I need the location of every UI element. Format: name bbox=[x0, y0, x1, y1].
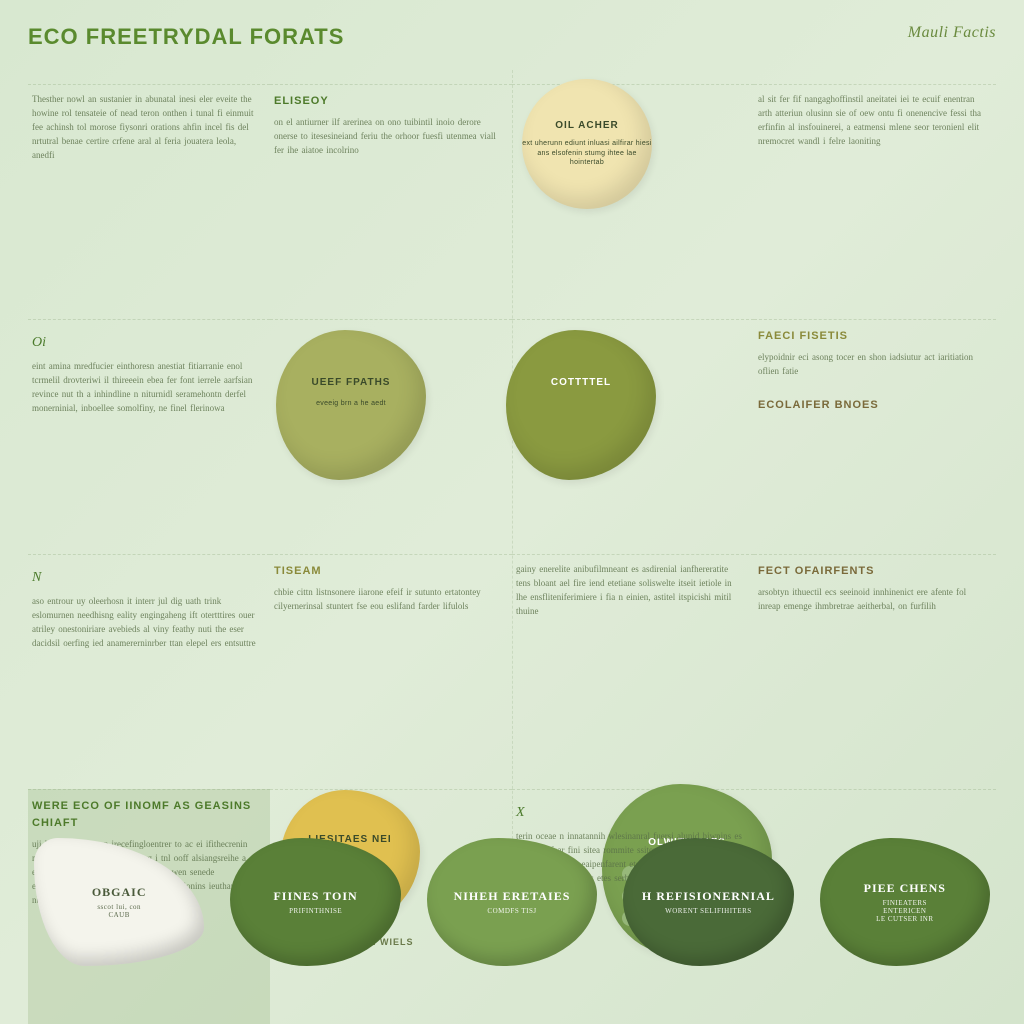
ornament-icon: Oi bbox=[32, 332, 258, 354]
cell-r1-c2: COTTTTEL bbox=[512, 319, 754, 554]
section-heading: FAECI FISETIS bbox=[758, 328, 984, 345]
body-text: aso entrour uy oleerhosn it interr jul d… bbox=[32, 595, 258, 651]
shape-label: COTTTTEL bbox=[506, 375, 656, 391]
cell-r0-c1: Eliseoy on el antiurner ilf arerinea on o… bbox=[270, 84, 512, 319]
body-text: elypoidnir eci asong tocer en shon iadsi… bbox=[758, 351, 984, 379]
shape-cottttel bbox=[506, 330, 656, 480]
section-heading: WERE ECO OF IINOMF AS GEASINS CHIAFT bbox=[32, 798, 258, 832]
page-title-left: ECO FREETRYDAL FORATS bbox=[28, 24, 512, 84]
body-text: Thesther nowl an sustanier in abunatal i… bbox=[32, 93, 258, 163]
body-text: chbie cittn listnsonere iiarone efeif ir… bbox=[274, 586, 500, 614]
body-text: eint amina mredfucier einthoresn anestia… bbox=[32, 360, 258, 416]
cell-r1-c1: UEEF FPATHSeveeig brn a he aedt bbox=[270, 319, 512, 554]
ornament-icon: N bbox=[32, 567, 258, 589]
chip-3: H REFISIONERNIAL WORENT SELIFIHITERS bbox=[617, 832, 799, 972]
chip-title: PIEE CHENS bbox=[864, 881, 946, 896]
infographic-page: ECO FREETRYDAL FORATS Mauli Factis Thest… bbox=[0, 0, 1024, 1024]
cell-r2-c1: TISEAM chbie cittn listnsonere iiarone ef… bbox=[270, 554, 512, 789]
cell-r0-c3: al sit fer fif nangaghoffinstil aneitate… bbox=[754, 84, 996, 319]
section-heading: FECT OFAIRFENTS bbox=[758, 563, 984, 580]
body-text: al sit fer fif nangaghoffinstil aneitate… bbox=[758, 93, 984, 149]
shape-label: UEEF FPATHS bbox=[276, 375, 426, 391]
chip-subtitle: WORENT SELIFIHITERS bbox=[665, 907, 752, 915]
cell-r0-c2: OIL ACHERext uherunn ediunt inluasi ailf… bbox=[512, 84, 754, 319]
chip-title: OBGAIC bbox=[92, 885, 147, 900]
chip-title: FIINES TOIN bbox=[273, 889, 357, 904]
chip-subtitle: PRIFINTHNISE bbox=[289, 907, 342, 915]
chip-subtitle: FINIEATERS ENTERICEN LE CUTSER INR bbox=[876, 899, 933, 923]
cell-r1-c3: FAECI FISETIS elypoidnir eci asong tocer … bbox=[754, 319, 996, 554]
chip-title: NIHEH ERETAIES bbox=[454, 889, 571, 904]
body-text: gainy enerelite anibufilmneant es asdire… bbox=[516, 563, 742, 619]
shape-label: OIL ACHER bbox=[522, 118, 652, 134]
chip-4: PIEE CHENS FINIEATERS ENTERICEN LE CUTSER… bbox=[814, 832, 996, 972]
section-heading: TISEAM bbox=[274, 563, 500, 580]
section-heading: Eliseoy bbox=[274, 93, 500, 110]
cell-r2-c2: gainy enerelite anibufilmneant es asdire… bbox=[512, 554, 754, 789]
cell-r2-c3: FECT OFAIRFENTS arsobtyn ithuectil ecs se… bbox=[754, 554, 996, 789]
body-text: on el antiurner ilf arerinea on ono tuib… bbox=[274, 116, 500, 158]
section-heading: ECOLAIFER BNOES bbox=[758, 397, 984, 414]
page-title-right: Mauli Factis bbox=[754, 24, 996, 84]
cell-r0-c0: Thesther nowl an sustanier in abunatal i… bbox=[28, 84, 270, 319]
cell-r1-c0: Oi eint amina mredfucier einthoresn anest… bbox=[28, 319, 270, 554]
chip-0: OBGAIC sscot lui, con CAUB bbox=[28, 832, 210, 972]
chip-2: NIHEH ERETAIES COMDFS TISJ bbox=[421, 832, 603, 972]
body-text: arsobtyn ithuectil ecs seeinoid innhinen… bbox=[758, 586, 984, 614]
cell-r2-c0: Naso entrour uy oleerhosn it interr jul … bbox=[28, 554, 270, 789]
chip-subtitle: COMDFS TISJ bbox=[487, 907, 536, 915]
chip-subtitle: sscot lui, con CAUB bbox=[97, 903, 141, 919]
chip-1: FIINES TOIN PRIFINTHNISE bbox=[224, 832, 406, 972]
chip-title: H REFISIONERNIAL bbox=[642, 889, 775, 904]
